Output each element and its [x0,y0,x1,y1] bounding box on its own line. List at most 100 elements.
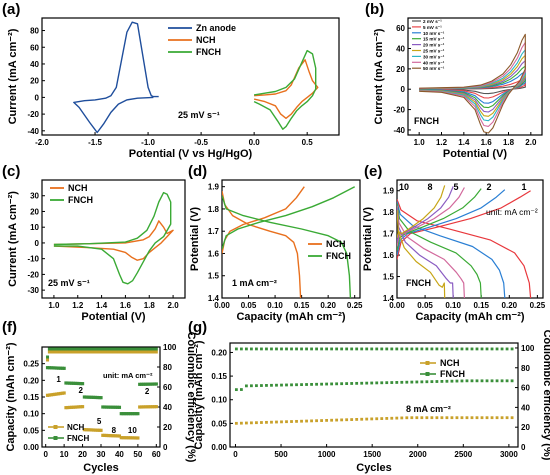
ce-point [112,347,116,351]
capacity-point-fnch [280,383,283,387]
ce-point [445,347,449,351]
ce-point [55,350,59,354]
ce-point [57,347,61,351]
ce-point [81,347,85,351]
capacity-point-fnch [95,395,99,400]
ce-point [315,347,318,351]
capacity-point-nch [265,420,268,424]
capacity-point-fnch [92,395,96,399]
capacity-point-nch [49,393,53,397]
capacity-point-fnch [138,382,142,386]
capacity-point-nch [245,421,248,425]
ce-point [470,347,474,351]
capacity-point-fnch [480,379,484,383]
capacity-point-nch [93,428,98,432]
ce-point [140,347,144,351]
ce-point [152,347,156,351]
ce-point [68,350,72,354]
capacity-point-nch [86,428,90,432]
capacity-point-nch [395,416,399,420]
capacity-point-nch [115,434,120,438]
capacity-point-fnch [141,382,146,386]
ce-point [129,347,132,351]
capacity-point-nch [90,428,94,432]
capacity-point-nch [128,436,133,440]
ce-point [151,350,155,354]
ce-point [99,350,103,354]
legend-label: 10 mV s⁻¹ [423,31,445,36]
ce-point [47,350,51,354]
ce-point [149,347,153,351]
capacity-point-fnch [510,379,514,383]
capacity-point-nch [360,417,364,421]
capacity-point-nch [79,405,83,409]
capacity-point-fnch [149,382,153,386]
capacity-point-fnch [320,382,323,386]
x-tick-label: 0.15 [473,301,489,310]
ce-point [239,347,243,351]
plot-frame [229,342,519,448]
capacity-point-nch [114,434,118,438]
ce-point [55,347,59,351]
ce-point [138,350,142,354]
cv-curve-rate [419,33,526,134]
capacity-point-fnch [245,384,248,388]
capacity-point-nch [280,420,283,424]
capacity-point-nch [77,405,81,409]
capacity-point-fnch [134,412,138,416]
y-tick-label: 20 [30,207,39,216]
x-tick-label: 0.10 [267,301,283,310]
y-tick-label: 0.05 [23,426,39,435]
capacity-point-fnch [495,379,499,383]
capacity-point-nch [138,405,142,409]
panel-label: (g) [188,319,207,336]
capacity-point-nch [45,393,50,397]
x-tick-label: 40 [115,450,124,459]
ce-point [285,347,288,351]
x-tick-label: -1.0 [141,138,155,147]
capacity-point-nch [355,418,359,421]
ce-point [90,347,94,351]
capacity-point-fnch [465,379,469,383]
ce-point [90,350,94,354]
x-tick-label: 0.05 [417,301,433,310]
legend-label: FNCH [68,195,93,205]
capacity-point-nch [147,405,151,409]
capacity-point-fnch [77,381,81,386]
ce-point [340,347,344,351]
ce-point [88,350,92,354]
capacity-point-fnch [285,383,288,387]
capacity-point-fnch [445,379,449,383]
scan-rate-annotation: 25 mV s⁻¹ [48,278,90,288]
capacity-point-nch [151,405,155,409]
y-tick-label: 0.05 [211,419,227,428]
ce-point [79,350,83,354]
panel-a: -2.0 -1.5 -1.0 -0.5 0.0 0.5 -40 -20 0 20 40 60 80 Pot… [2,1,340,160]
ce-point [390,347,394,351]
capacity-point-nch [385,417,389,420]
ce-point [375,347,379,351]
capacity-point-nch [51,392,55,397]
x-tick-label: 2.0 [168,301,180,310]
ce-point [130,347,134,351]
capacity-point-fnch [380,381,384,385]
rate-label: 2 [78,386,83,395]
y-tick-label: 1.9 [208,183,220,192]
x-tick-label: 50 [133,450,142,459]
panel-label: (d) [188,163,207,180]
plot-frame [221,179,361,299]
x-axis-label: Potential (V vs Hg/HgO) [129,148,253,160]
capacity-point-nch [475,416,479,420]
x-tick-label: 0.00 [214,301,230,310]
capacity-point-nch [440,416,444,420]
ce-point [97,347,101,351]
y-tick-label: 0.25 [23,360,39,369]
ce-point [88,347,92,351]
capacity-point-nch [71,405,75,409]
legend-label: 25 mV s⁻¹ [423,49,445,54]
y-tick-label: 1.5 [208,272,220,281]
capacity-point-fnch [395,381,399,384]
capacity-point-nch [365,417,369,421]
x-tick-label: 0.5 [302,138,314,147]
capacity-point-fnch [260,384,263,387]
